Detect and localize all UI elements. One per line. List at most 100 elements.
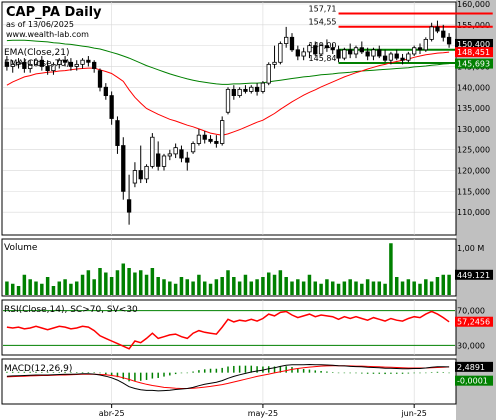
candle (237, 87, 242, 98)
candle-body (121, 145, 126, 192)
candle-body (249, 86, 254, 92)
volume-bar (272, 274, 277, 295)
volume-bar (168, 281, 172, 295)
candle-body (173, 147, 178, 155)
candle-body (260, 82, 266, 92)
volume-bar (406, 279, 411, 295)
candle-body (289, 36, 295, 51)
volume-bar (412, 281, 416, 295)
price-tick-label: 110,000 (457, 208, 490, 217)
macd-histogram-bar (58, 372, 61, 373)
price-tick-label: 135,000 (457, 104, 490, 113)
candle (278, 41, 283, 65)
volume-marker: 449.121 (455, 269, 493, 280)
candle (348, 43, 353, 59)
candle-body (4, 61, 10, 67)
macd-histogram-bar (326, 371, 328, 373)
candle (307, 43, 312, 59)
volume-bar (220, 277, 224, 295)
candle-body (382, 55, 388, 61)
macd-histogram-bar (41, 372, 43, 373)
candle (126, 174, 132, 225)
candle (57, 58, 62, 69)
volume-bar (237, 281, 242, 295)
volume-bar (441, 274, 446, 295)
candle (446, 33, 452, 48)
candle-body (144, 165, 149, 180)
legend-ema21: EMA(Close,21) (4, 48, 69, 58)
candle-body (57, 59, 62, 65)
ema21-line (6, 51, 450, 136)
candle (68, 58, 74, 71)
volume-bar (365, 279, 370, 295)
candle (266, 62, 271, 86)
macd-histogram-bar (308, 369, 311, 373)
macd-histogram-bar (390, 372, 392, 374)
macd-histogram-bar (174, 372, 177, 375)
volume-bar (150, 268, 155, 295)
candle (301, 47, 306, 61)
candle-body (214, 140, 219, 144)
candle-body (272, 61, 277, 65)
macd-histogram-bar (75, 372, 78, 373)
candle-body (92, 61, 97, 69)
candle-body (28, 63, 33, 69)
candle-body (33, 59, 39, 65)
volume-bar (290, 281, 294, 295)
rsi-marker: 57,2456 (455, 316, 493, 327)
volume-bar (249, 281, 254, 295)
volume-bar (162, 279, 166, 295)
macd-histogram-bar (256, 366, 258, 373)
volume-bar (34, 281, 38, 295)
candle (412, 45, 417, 57)
macd-histogram-bar (87, 372, 90, 373)
volume-bar (80, 274, 85, 295)
volume-bar (296, 279, 300, 295)
chart-source: www.wealth-lab.com (6, 30, 89, 39)
volume-bar (243, 274, 248, 295)
macd-histogram-bar (209, 368, 212, 373)
candle (243, 85, 248, 94)
volume-bar (138, 270, 143, 295)
candle (382, 49, 388, 63)
level-label: 157,71 (309, 5, 337, 14)
macd-histogram-bar (337, 372, 340, 374)
candle (365, 47, 370, 61)
candle (254, 83, 260, 96)
candle (330, 43, 335, 54)
volume-bar (360, 283, 364, 295)
macd-histogram-bar (110, 372, 113, 376)
candle-body (446, 36, 452, 45)
candle (16, 58, 21, 69)
candle (318, 43, 324, 57)
candle-body (336, 49, 341, 59)
volume-bar (208, 283, 213, 295)
macd-histogram-bar (6, 371, 8, 373)
macd-histogram-bar (361, 372, 363, 374)
candle-body (132, 170, 138, 184)
macd-histogram-bar (163, 372, 165, 377)
volume-bar (173, 283, 178, 295)
candle-body (196, 134, 202, 144)
candle-body (406, 53, 411, 61)
volume-bar (86, 270, 91, 295)
macd-histogram-bar (52, 372, 55, 373)
volume-bar (10, 283, 15, 295)
volume-bar (104, 272, 108, 295)
volume-tick: 1,00 M (457, 244, 484, 253)
volume-bar (424, 279, 428, 295)
candle-body (423, 38, 428, 51)
candle-body (68, 61, 74, 67)
macd-histogram-bar (273, 366, 276, 373)
macd-histogram-bar (285, 366, 287, 373)
macd-signal-marker-box (455, 375, 493, 386)
candle-body (388, 53, 394, 61)
macd-histogram-bar (331, 372, 334, 373)
candle (260, 81, 266, 94)
candle (295, 45, 300, 61)
candle (220, 116, 225, 146)
rsi-marker-label: 57,2456 (457, 318, 490, 327)
level-label: 154,55 (309, 18, 337, 27)
volume-bar (313, 281, 318, 295)
